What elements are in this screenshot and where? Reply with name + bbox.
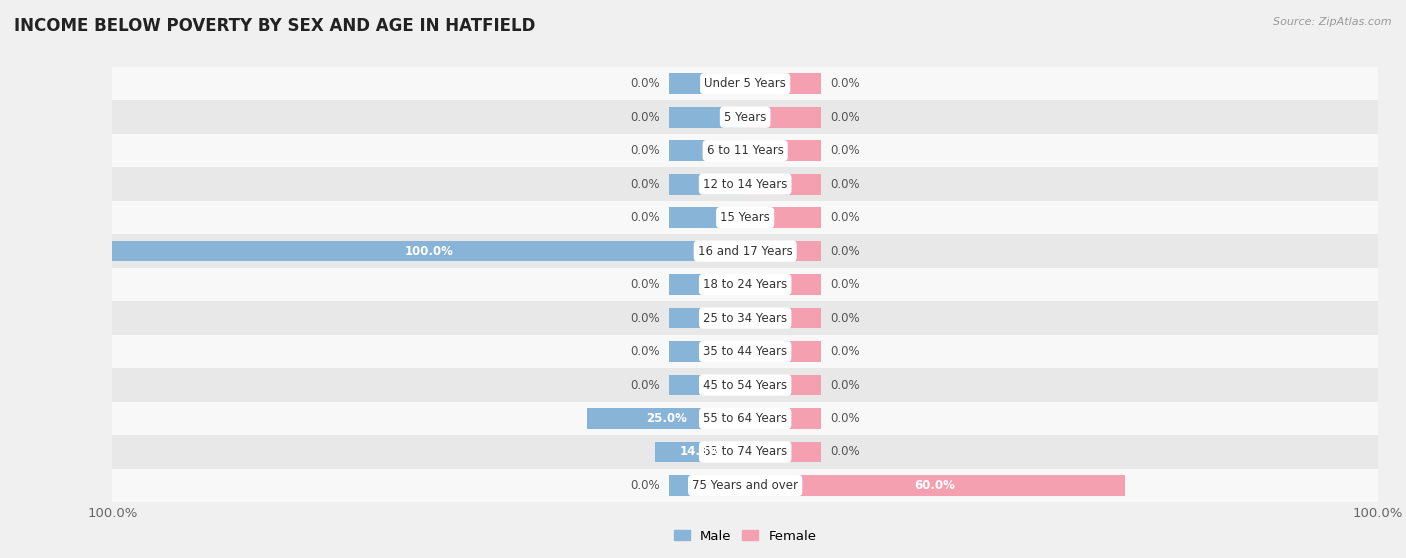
Text: 0.0%: 0.0% xyxy=(630,211,659,224)
Bar xyxy=(669,341,745,362)
Text: 0.0%: 0.0% xyxy=(831,77,860,90)
Text: 0.0%: 0.0% xyxy=(831,445,860,459)
Bar xyxy=(745,207,821,228)
Text: 0.0%: 0.0% xyxy=(630,110,659,124)
Text: 6 to 11 Years: 6 to 11 Years xyxy=(707,144,783,157)
Text: 0.0%: 0.0% xyxy=(630,278,659,291)
Text: 16 and 17 Years: 16 and 17 Years xyxy=(697,244,793,258)
Bar xyxy=(669,140,745,161)
Bar xyxy=(112,301,1378,335)
Text: 35 to 44 Years: 35 to 44 Years xyxy=(703,345,787,358)
Bar xyxy=(112,167,1378,201)
Text: 65 to 74 Years: 65 to 74 Years xyxy=(703,445,787,459)
Bar xyxy=(112,67,1378,100)
Bar xyxy=(745,107,821,128)
Text: 25.0%: 25.0% xyxy=(645,412,686,425)
Bar xyxy=(745,240,821,262)
Bar xyxy=(745,341,821,362)
Bar xyxy=(112,240,745,262)
Text: 0.0%: 0.0% xyxy=(630,144,659,157)
Text: 0.0%: 0.0% xyxy=(831,144,860,157)
Text: 0.0%: 0.0% xyxy=(630,345,659,358)
Text: 0.0%: 0.0% xyxy=(630,177,659,191)
Text: 0.0%: 0.0% xyxy=(831,110,860,124)
Text: 12 to 14 Years: 12 to 14 Years xyxy=(703,177,787,191)
Bar xyxy=(669,107,745,128)
Legend: Male, Female: Male, Female xyxy=(668,525,823,548)
Text: 0.0%: 0.0% xyxy=(831,177,860,191)
Text: 55 to 64 Years: 55 to 64 Years xyxy=(703,412,787,425)
Text: 0.0%: 0.0% xyxy=(831,244,860,258)
Text: 0.0%: 0.0% xyxy=(831,378,860,392)
Bar xyxy=(669,73,745,94)
Bar xyxy=(112,268,1378,301)
Bar xyxy=(669,207,745,228)
Text: 25 to 34 Years: 25 to 34 Years xyxy=(703,311,787,325)
Bar xyxy=(745,408,821,429)
Bar xyxy=(669,374,745,396)
Bar xyxy=(112,201,1378,234)
Text: 18 to 24 Years: 18 to 24 Years xyxy=(703,278,787,291)
Text: 0.0%: 0.0% xyxy=(831,412,860,425)
Text: Source: ZipAtlas.com: Source: ZipAtlas.com xyxy=(1274,17,1392,27)
Bar xyxy=(745,73,821,94)
Bar xyxy=(112,368,1378,402)
Text: 5 Years: 5 Years xyxy=(724,110,766,124)
Bar xyxy=(655,441,745,463)
Text: 0.0%: 0.0% xyxy=(630,77,659,90)
Text: INCOME BELOW POVERTY BY SEX AND AGE IN HATFIELD: INCOME BELOW POVERTY BY SEX AND AGE IN H… xyxy=(14,17,536,35)
Bar xyxy=(745,475,1125,496)
Text: 15 Years: 15 Years xyxy=(720,211,770,224)
Text: 0.0%: 0.0% xyxy=(831,311,860,325)
Bar xyxy=(112,469,1378,502)
Bar xyxy=(112,435,1378,469)
Text: 0.0%: 0.0% xyxy=(630,311,659,325)
Bar xyxy=(669,274,745,295)
Bar xyxy=(669,475,745,496)
Text: 0.0%: 0.0% xyxy=(831,278,860,291)
Bar xyxy=(112,100,1378,134)
Text: 75 Years and over: 75 Years and over xyxy=(692,479,799,492)
Text: 60.0%: 60.0% xyxy=(914,479,956,492)
Text: 0.0%: 0.0% xyxy=(630,479,659,492)
Bar xyxy=(745,274,821,295)
Text: Under 5 Years: Under 5 Years xyxy=(704,77,786,90)
Bar xyxy=(112,335,1378,368)
Bar xyxy=(669,307,745,329)
Text: 14.3%: 14.3% xyxy=(679,445,720,459)
Bar xyxy=(112,402,1378,435)
Bar xyxy=(745,140,821,161)
Bar xyxy=(588,408,745,429)
Bar xyxy=(745,374,821,396)
Text: 100.0%: 100.0% xyxy=(405,244,453,258)
Bar xyxy=(112,134,1378,167)
Text: 0.0%: 0.0% xyxy=(630,378,659,392)
Bar xyxy=(745,174,821,195)
Bar xyxy=(112,234,1378,268)
Text: 45 to 54 Years: 45 to 54 Years xyxy=(703,378,787,392)
Text: 0.0%: 0.0% xyxy=(831,345,860,358)
Bar xyxy=(669,174,745,195)
Text: 0.0%: 0.0% xyxy=(831,211,860,224)
Bar xyxy=(745,441,821,463)
Bar xyxy=(745,307,821,329)
